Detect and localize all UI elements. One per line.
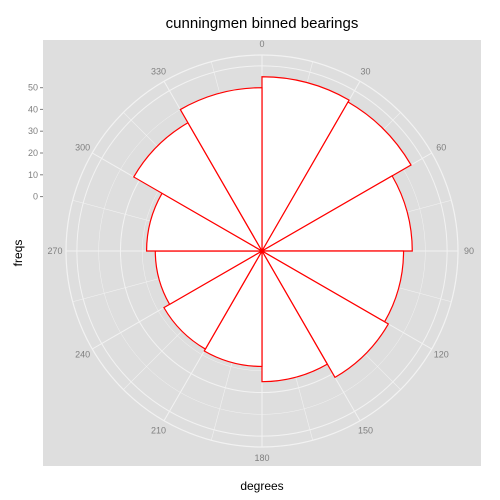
angle-tick-label: 0	[259, 39, 264, 49]
angle-tick-label: 60	[436, 143, 446, 153]
bar-0	[261, 76, 350, 254]
angle-tick-label: 240	[75, 350, 90, 360]
angle-tick-label: 210	[151, 425, 166, 435]
angle-tick-label: 90	[464, 246, 474, 256]
bar-60	[259, 175, 413, 252]
bar-330	[179, 87, 263, 254]
angle-tick-label: 120	[434, 350, 449, 360]
angle-tick-labels: 0 30 60 90 120 150 180 210 240 270 300 330	[47, 39, 474, 463]
chart-title: cunningmen binned bearings	[166, 15, 359, 32]
y-tick-label: 0	[33, 192, 38, 202]
y-axis-title: freqs	[11, 240, 25, 267]
angle-tick-label: 30	[360, 67, 370, 77]
y-tick-labels: 0 10 20 30 40 50	[28, 83, 43, 202]
bar-180	[203, 248, 263, 368]
bars	[132, 76, 413, 383]
y-tick-label: 30	[28, 126, 38, 136]
x-axis-title: degrees	[240, 479, 283, 493]
angle-tick-label: 300	[75, 143, 90, 153]
bar-210	[163, 249, 264, 350]
grid-circle-outer	[65, 54, 459, 448]
grid-circle	[76, 65, 448, 437]
bar-120	[260, 249, 390, 379]
bar-30	[260, 101, 412, 253]
y-tick-label: 50	[28, 83, 38, 93]
y-tick-label: 20	[28, 148, 38, 158]
angle-tick-label: 330	[151, 67, 166, 77]
angle-tick-label: 270	[47, 246, 62, 256]
bar-150	[261, 248, 329, 383]
y-tick-label: 40	[28, 104, 38, 114]
y-tick-label: 10	[28, 170, 38, 180]
angle-tick-label: 180	[254, 453, 269, 463]
angle-tick-label: 150	[358, 425, 373, 435]
